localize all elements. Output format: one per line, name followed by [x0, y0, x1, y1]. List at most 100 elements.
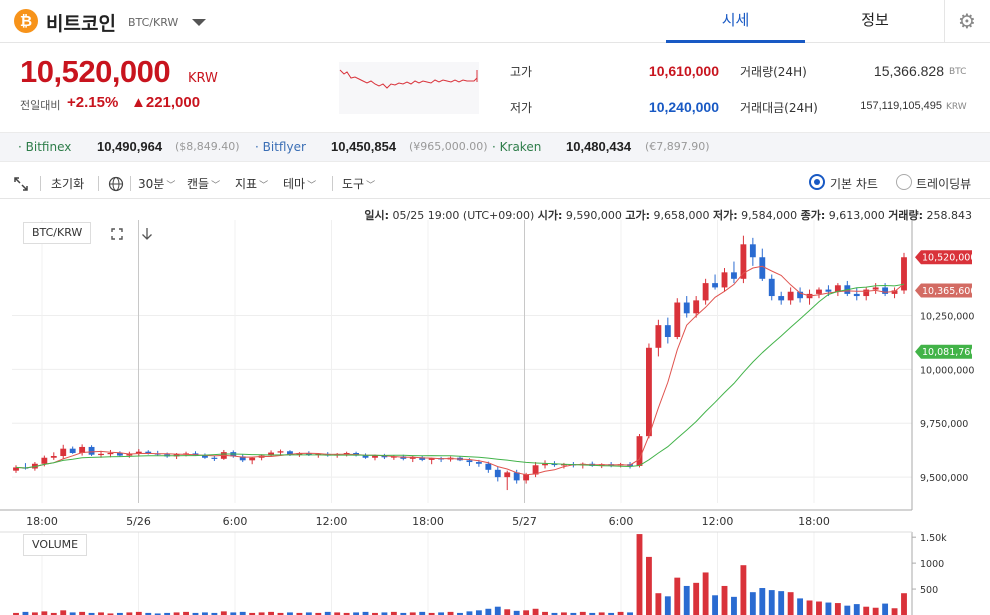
candle-body [88, 446, 95, 455]
volume-bar [13, 612, 19, 615]
basic-chart-label[interactable]: 기본 차트 [830, 177, 878, 191]
volume-bar [872, 607, 879, 615]
volume-bar [646, 556, 652, 615]
tab-info[interactable]: 정보 [861, 11, 889, 29]
volume-bar [145, 612, 152, 615]
tab-price[interactable]: 시세 [666, 0, 805, 43]
volume-bar [258, 612, 265, 615]
x-tick-label: 6:00 [223, 515, 248, 528]
volume-bar [164, 612, 171, 615]
candlestick-chart[interactable]: 9,500,000 9,750,000 10,000,000 10,250,000 18… [0, 220, 990, 615]
exchange-strip: · Bitfinex 10,490,964 ($8,849.40) · Bitf… [0, 132, 990, 162]
candle-body [674, 302, 681, 338]
volume-bar [22, 611, 29, 615]
globe-icon[interactable] [108, 176, 124, 192]
bitcoin-logo-icon: ₿ [14, 9, 38, 33]
tradingview-label[interactable]: 트레이딩뷰 [916, 177, 972, 191]
candle-body [655, 325, 662, 348]
x-tick-label: 18:00 [26, 515, 58, 528]
candle-dropdown[interactable]: 캔들 ﹀ [187, 175, 220, 192]
exchange-price: 10,480,434 [566, 139, 632, 154]
y-tick-label: 10,250,000 [920, 311, 974, 322]
volume-bar [844, 605, 851, 615]
ohlc-open-label: 시가: [537, 209, 563, 222]
candle-body [135, 451, 142, 454]
volume-bar [702, 572, 709, 615]
current-price: 10,520,000 [20, 54, 171, 89]
volume-bar [513, 610, 520, 615]
candle-body [50, 456, 57, 458]
theme-dropdown[interactable]: 테마 ﹀ [283, 175, 316, 192]
ohlc-low-value: 9,584,000 [741, 209, 798, 222]
coin-name[interactable]: 비트코인 [46, 13, 116, 35]
indicator-dropdown[interactable]: 지표 ﹀ [235, 175, 268, 192]
chart-axes: 9,500,000 9,750,000 10,000,000 10,250,000 18… [0, 220, 974, 615]
x-tick-label: 6:00 [609, 515, 634, 528]
radio-tradingview[interactable] [896, 174, 912, 190]
candle-body [882, 287, 889, 294]
volume-bar [570, 612, 577, 615]
toolbar-divider [130, 176, 131, 191]
volume-bar [853, 604, 860, 615]
candle-body [901, 257, 907, 291]
volume-bar [372, 612, 378, 615]
volume-bar [806, 600, 813, 615]
volume-bar [135, 611, 142, 615]
volume-bar [116, 612, 123, 615]
volume-bar [457, 612, 463, 615]
chevron-down-icon: ﹀ [259, 181, 269, 191]
volume-bar [390, 611, 397, 615]
interval-dropdown[interactable]: 30분 ﹀ [138, 175, 175, 192]
tools-label: 도구 [342, 177, 365, 191]
candle-body [249, 457, 256, 461]
expand-icon[interactable] [14, 177, 28, 191]
volume-bar [220, 611, 227, 615]
radio-basic-chart[interactable] [809, 174, 825, 190]
x-tick-label: 18:00 [798, 515, 830, 528]
candle-body [731, 272, 737, 279]
candle-body [778, 296, 785, 301]
volume-bar [353, 612, 360, 615]
volume-bar [126, 612, 133, 615]
pair-badge: BTC/KRW [23, 222, 92, 244]
candle-body [343, 452, 350, 455]
volume-bar [107, 613, 114, 615]
tools-dropdown[interactable]: 도구 ﹀ [342, 175, 375, 192]
volume-bar [740, 565, 747, 615]
coin-pair[interactable]: BTC/KRW [128, 16, 179, 29]
amount-24h-label: 거래대금(24H) [740, 101, 818, 115]
volume-bar [636, 534, 643, 615]
arrow-down-icon[interactable] [141, 227, 153, 241]
price-tag [915, 250, 972, 265]
amount-24h-unit: KRW [946, 102, 967, 112]
volume-bar [485, 608, 492, 615]
candle-body [428, 458, 435, 460]
candle-body [891, 290, 898, 294]
volume-bar [608, 612, 615, 615]
volume-bar [579, 611, 586, 615]
candle-body [381, 455, 388, 458]
chevron-down-icon: ﹀ [211, 181, 221, 191]
ohlc-date-label: 일시: [364, 209, 390, 222]
volume-tick-label: 500 [920, 585, 938, 596]
candle-body [372, 455, 378, 458]
fullscreen-icon[interactable] [111, 228, 123, 240]
volume-bar [598, 612, 605, 615]
coin-dropdown-chevron-down-icon[interactable] [192, 19, 206, 26]
candle-body [683, 302, 690, 314]
volume-tick-label: 1.50k [920, 533, 947, 544]
volume-bar [41, 611, 48, 615]
candle-body [853, 293, 860, 297]
y-tick-label: 9,500,000 [920, 473, 968, 484]
reset-button[interactable]: 초기화 [51, 177, 85, 191]
chart-grid [12, 220, 912, 615]
volume-bar [98, 612, 104, 615]
y-tick-label: 9,750,000 [920, 419, 968, 430]
toolbar-divider [98, 176, 99, 191]
candle-body [551, 463, 558, 466]
candles-layer [13, 235, 907, 491]
gear-icon[interactable]: ⚙ [958, 9, 976, 33]
candle-body [409, 457, 416, 459]
candle-body [466, 460, 473, 463]
x-tick-label: 18:00 [412, 515, 444, 528]
